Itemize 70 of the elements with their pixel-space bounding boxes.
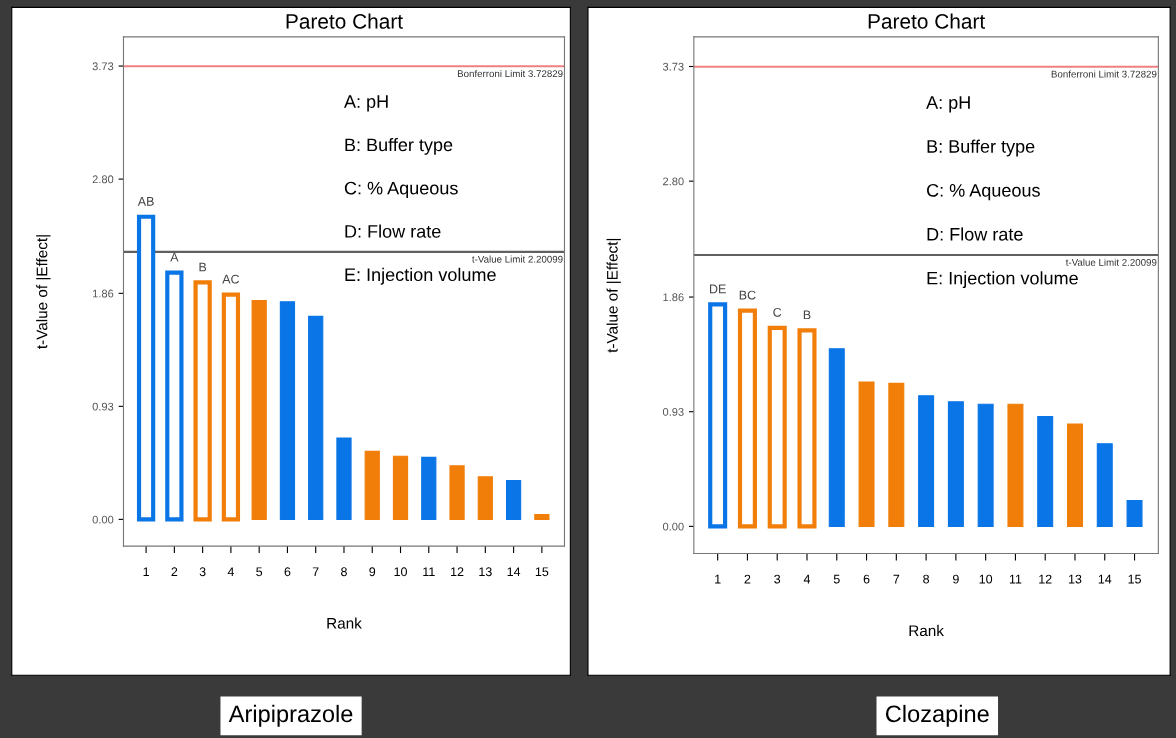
- y-tick-label: 1.86: [663, 293, 684, 302]
- x-tick-label: 14: [507, 567, 521, 577]
- text: Clozapine: [885, 704, 989, 727]
- data-label: B: [199, 262, 207, 272]
- y-tick-label: 0.93: [92, 402, 114, 411]
- x-tick-label: 12: [451, 567, 464, 577]
- annotation: E: Injection volume: [345, 267, 496, 285]
- y-tick-label: 0.93: [662, 407, 684, 416]
- x-tick-label: 6: [863, 574, 870, 584]
- data-label: AC: [222, 274, 240, 284]
- x-tick-label: 4: [227, 567, 235, 577]
- x-tick-label: 5: [833, 574, 840, 584]
- data-label: B: [803, 310, 811, 320]
- x-tick-label: 2: [744, 574, 751, 584]
- x-tick-label: 9: [952, 574, 959, 584]
- data-label: BC: [739, 290, 756, 300]
- annotation: A: pH: [344, 95, 388, 112]
- x-tick-label: 6: [284, 567, 291, 577]
- y-axis-title: t-Value of |Effect|: [36, 235, 51, 349]
- annotation: B: Buffer type: [927, 139, 1035, 157]
- data-label: DE: [710, 284, 726, 294]
- data-label: A: [170, 252, 179, 262]
- annotation: D: Flow rate: [345, 224, 441, 238]
- annotation: D: Flow rate: [927, 227, 1023, 241]
- x-tick-label: 12: [1039, 574, 1052, 584]
- x-tick-label: 11: [1009, 574, 1022, 584]
- x-tick-label: 10: [979, 574, 993, 584]
- x-tick-label: 8: [341, 567, 347, 577]
- x-tick-label: 14: [1098, 574, 1112, 584]
- chart-title: Pareto Chart: [868, 13, 986, 29]
- x-tick-label: 11: [423, 567, 435, 577]
- annotation: C: % Aqueous: [344, 181, 458, 199]
- ref-line-label: Bonferroni Limit 3.72829: [457, 69, 563, 78]
- x-tick-label: 7: [312, 567, 319, 577]
- x-axis-title: Rank: [327, 617, 362, 629]
- x-tick-label: 8: [923, 574, 930, 584]
- ref-line-label: Bonferroni Limit 3.72829: [1051, 70, 1157, 78]
- y-axis-title: t-Value of |Effect|: [606, 238, 621, 353]
- x-tick-label: 10: [394, 567, 407, 577]
- x-tick-label: 13: [479, 567, 492, 577]
- x-tick-label: 15: [1128, 574, 1141, 584]
- x-tick-label: 9: [369, 567, 376, 577]
- x-tick-label: 3: [199, 567, 206, 577]
- x-axis-title: Rank: [909, 624, 944, 637]
- y-tick-label: 0.00: [92, 515, 114, 524]
- x-tick-label: 4: [803, 574, 811, 584]
- y-tick-label: 2.80: [92, 175, 114, 184]
- annotation: C: % Aqueous: [927, 183, 1040, 201]
- ref-line-label: t-Value Limit 2.20099: [472, 255, 563, 263]
- x-tick-label: 15: [535, 567, 549, 577]
- chart-title: Pareto Chart: [286, 13, 403, 29]
- x-tick-label: 1: [143, 567, 149, 577]
- y-tick-label: 1.86: [92, 289, 114, 298]
- x-tick-label: 1: [715, 574, 721, 584]
- annotation: A: pH: [926, 96, 970, 113]
- data-label: C: [773, 307, 782, 317]
- data-label: AB: [137, 197, 154, 206]
- y-tick-label: 2.80: [663, 177, 684, 186]
- annotation: E: Injection volume: [927, 271, 1078, 289]
- ref-line-label: t-Value Limit 2.20099: [1065, 258, 1157, 266]
- y-tick-label: 0.00: [662, 522, 684, 531]
- y-tick-label: 3.73: [92, 62, 114, 71]
- annotation: B: Buffer type: [345, 137, 453, 155]
- x-tick-label: 2: [171, 567, 178, 577]
- x-tick-label: 13: [1068, 574, 1082, 584]
- text: Aripiprazole: [228, 704, 353, 727]
- x-tick-label: 3: [774, 574, 781, 584]
- y-tick-label: 3.73: [662, 62, 684, 71]
- x-tick-label: 7: [893, 574, 900, 584]
- x-tick-label: 5: [256, 567, 263, 577]
